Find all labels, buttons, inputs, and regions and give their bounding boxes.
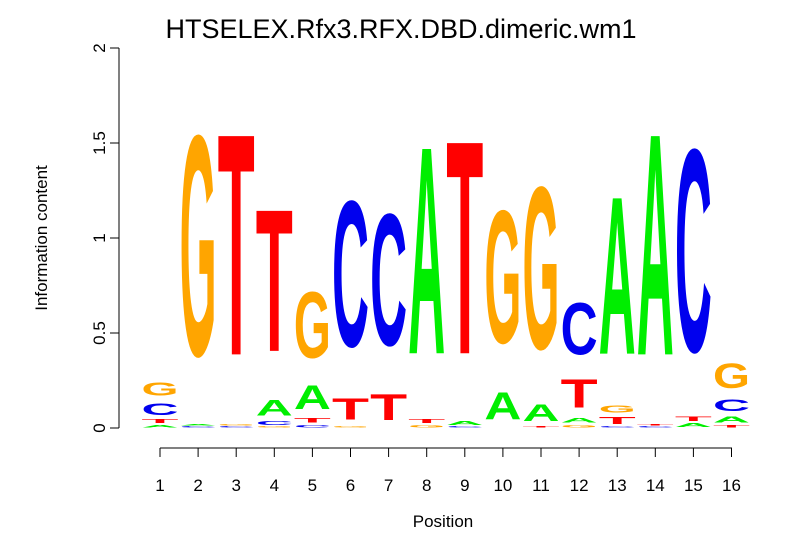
logo-letter-t: T [332, 393, 369, 427]
x-tick-label: 1 [155, 476, 164, 495]
y-axis-label: Information content [32, 165, 51, 311]
logo-letter-g: G [294, 272, 331, 378]
logo-letter-t: T [218, 68, 255, 422]
logo-letter-c: C [294, 424, 331, 428]
logo-letter-g: G [408, 424, 445, 428]
x-tick-label: 11 [532, 476, 550, 495]
logo-letter-g: G [523, 138, 560, 398]
logo-letter-c: C [332, 158, 369, 391]
logo-letter-a: A [675, 422, 712, 428]
x-tick-label: 2 [193, 476, 202, 495]
logo-letter-g: G [256, 426, 293, 428]
chart-title: HTSELEX.Rfx3.RFX.DBD.dimeric.wm1 [165, 14, 636, 44]
x-tick-label: 4 [270, 476, 279, 495]
logo-letter-a: A [142, 424, 179, 428]
logo-letter-a: A [294, 379, 331, 416]
y-tick-label: 0 [90, 423, 109, 432]
x-axis: 1 2 3 4 5 6 7 8 9 10 11 12 13 14 15 16 [155, 447, 741, 495]
logo-letter-c: C [446, 426, 483, 428]
logo-letter-t: T [256, 167, 293, 395]
logo-letter-g: G [142, 378, 179, 399]
logo-letter-t: T [599, 415, 637, 426]
logo-letter-t: T [370, 386, 407, 428]
logo-letter-a: A [446, 420, 483, 426]
logo-letter-a: A [713, 415, 750, 424]
logo-letter-t: T [713, 424, 750, 428]
logo-letter-c: C [637, 426, 674, 428]
logo-letter-c: C [180, 426, 217, 428]
x-tick-label: 14 [646, 476, 665, 495]
logo-letter-t: T [142, 419, 179, 425]
x-tick-label: 15 [684, 476, 703, 495]
logo-letter-t: T [561, 371, 598, 417]
y-tick-label: 0.5 [90, 321, 109, 345]
logo-letter-c: C [713, 396, 750, 415]
x-tick-label: 13 [608, 476, 627, 495]
logo-letter-c: C [256, 420, 293, 426]
logo-letter-a: A [561, 417, 598, 425]
logo-letter-t: T [523, 426, 560, 428]
logo-letter-c: C [141, 400, 178, 419]
y-tick-label: 2 [90, 43, 109, 52]
x-tick-label: 7 [384, 476, 393, 495]
y-tick-label: 1.5 [90, 131, 109, 155]
logo-letter-c: C [218, 426, 255, 428]
logo-letter-a: A [599, 150, 636, 402]
x-tick-label: 3 [231, 476, 240, 495]
x-tick-label: 16 [722, 476, 741, 495]
logo-letter-c: C [370, 176, 407, 386]
logo-letter-a: A [180, 424, 217, 426]
x-tick-label: 12 [570, 476, 589, 495]
logo-letter-t: T [408, 419, 445, 425]
logo-letter-a: A [637, 68, 674, 423]
logo-letter-a: A [522, 400, 559, 426]
logo-letter-g: G [180, 70, 217, 422]
logo-letter-t: T [446, 77, 483, 418]
logo-letter-a: A [408, 86, 445, 418]
logo-letter-g: G [713, 356, 750, 396]
logo-letter-c: C [675, 89, 712, 413]
x-tick-label: 5 [308, 476, 317, 495]
logo-letter-g: G [599, 404, 636, 415]
logo-letter-a: A [256, 396, 293, 421]
x-tick-label: 10 [493, 476, 512, 495]
logo-letter-t: T [294, 417, 331, 425]
logo-letter-g: G [218, 424, 255, 426]
logo-letter-t: T [637, 424, 674, 426]
logo-letter-g: G [561, 424, 598, 428]
y-tick-label: 1 [90, 233, 109, 242]
logo-letter-g: G [484, 172, 521, 383]
x-tick-label: 8 [422, 476, 431, 495]
logo-letter-c: C [599, 426, 636, 428]
logo-letter-c: C [561, 287, 598, 371]
logo-letter-t: T [675, 415, 712, 423]
y-axis: 0 0.5 1 1.5 2 [90, 43, 120, 433]
logo-letter-g: G [332, 426, 369, 428]
x-tick-label: 6 [346, 476, 355, 495]
logo-letter-a: A [484, 384, 521, 428]
x-tick-label: 9 [460, 476, 469, 495]
x-axis-label: Position [413, 512, 473, 531]
